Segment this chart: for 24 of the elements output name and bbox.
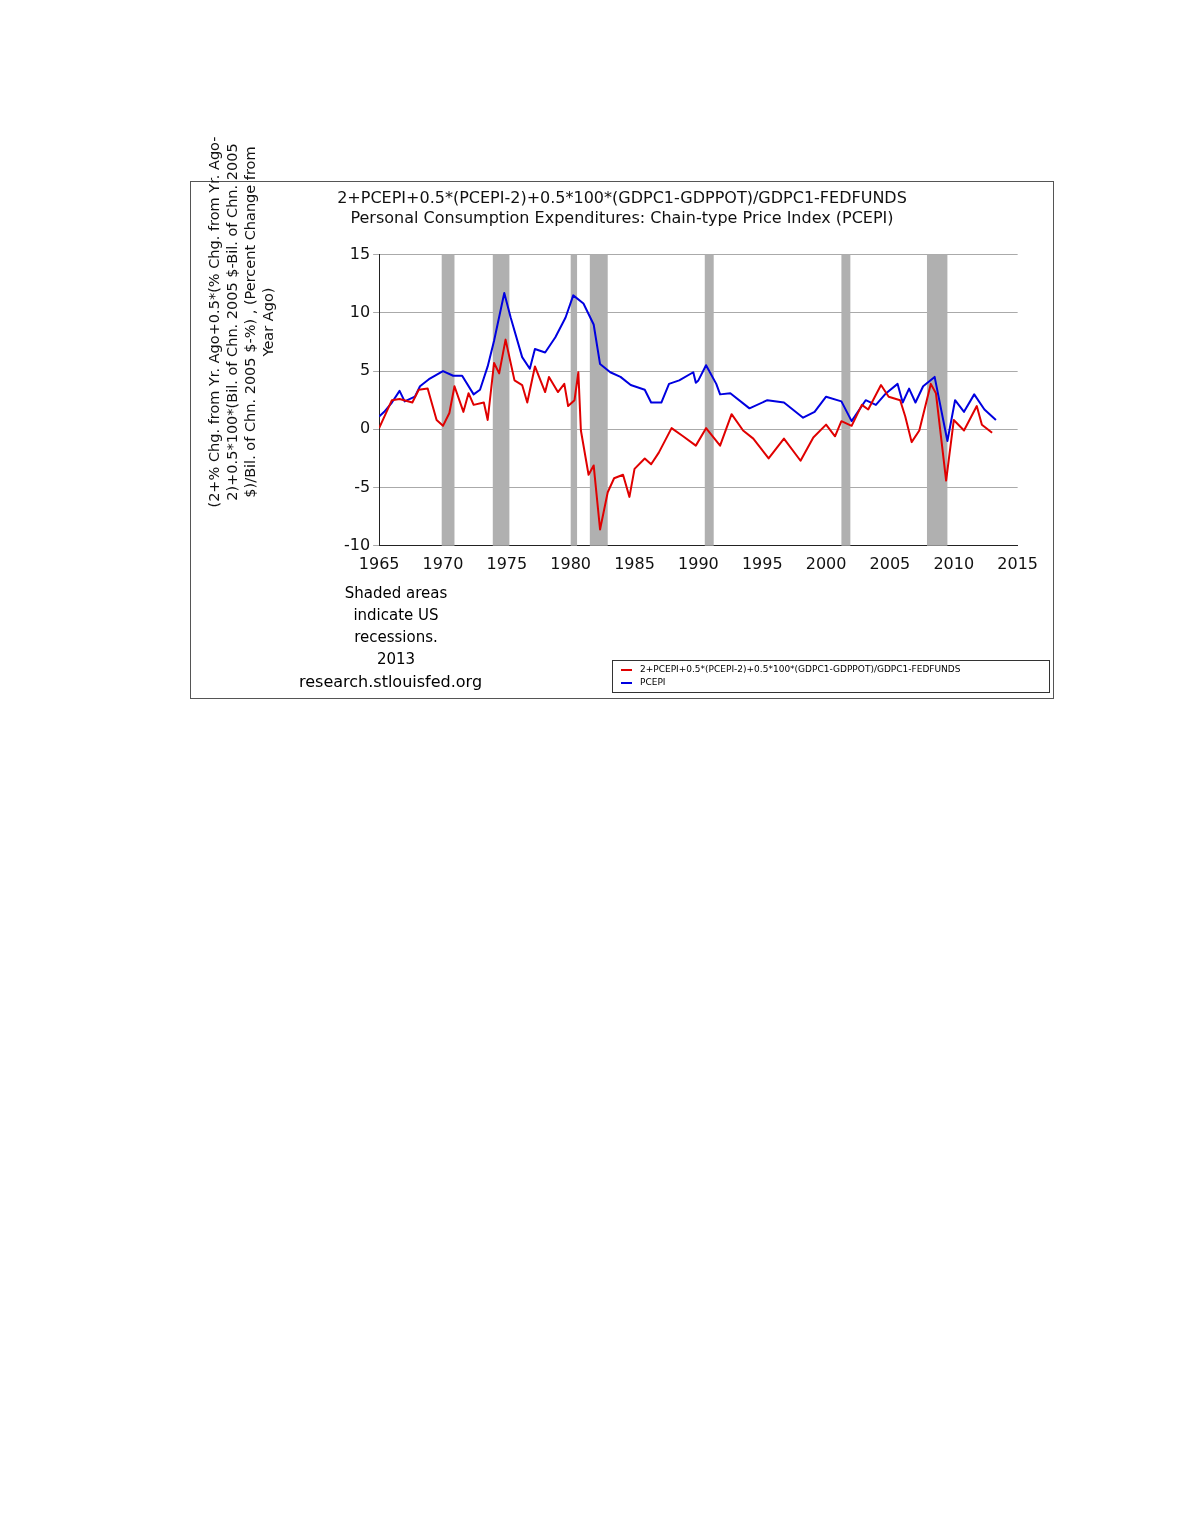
x-tick-label: 1990: [678, 553, 719, 573]
y-tick-label: -10: [343, 534, 371, 554]
legend-label: PCEPI: [640, 677, 666, 687]
legend-label: 2+PCEPI+0.5*(PCEPI-2)+0.5*100*(GDPC1-GDPPOT)/GDPC1-FEDFUNDS: [640, 664, 961, 674]
x-tick-label: 1980: [550, 553, 592, 573]
text: Shaded areas indicate US recessions. 2013: [343, 583, 449, 670]
chart-title: 2+PCEPI+0.5*(PCEPI-2)+0.5*100*(GDPC1-GDPPOT)/GDPC1-FEDFUNDS: [337, 188, 907, 207]
y-tick-label: 15: [349, 243, 371, 263]
x-tick-label: 1995: [741, 553, 783, 573]
x-tick-label: 2010: [933, 553, 975, 573]
y-tick-label: 5: [359, 360, 371, 380]
x-tick-label: 2005: [869, 553, 911, 573]
text: research.stlouisfed.org: [299, 672, 483, 691]
y-tick-label: -5: [354, 476, 371, 496]
y-tick-label: 0: [359, 418, 371, 438]
x-tick-label: 2000: [805, 553, 847, 573]
y-axis-title: (2+% Chg. from Yr. Ago+0.5*(% Chg. from Yr. Ago-2)+0.5*100*(Bil. of Chn. 2005 $-Bil. of Chn. 2005 $)/Bil. of Chn. 2005 $-%) , (Percent Change from Year Ago): [205, 135, 277, 510]
chart-subtitle: Personal Consumption Expenditures: Chain-type Price Index (PCEPI): [350, 208, 894, 227]
x-tick-label: 1965: [358, 553, 400, 573]
x-tick-label: 2015: [997, 553, 1038, 573]
y-tick-label: 10: [349, 302, 371, 321]
x-tick-label: 1970: [422, 553, 464, 573]
x-tick-label: 1985: [614, 553, 655, 573]
x-tick-label: 1975: [486, 553, 528, 573]
